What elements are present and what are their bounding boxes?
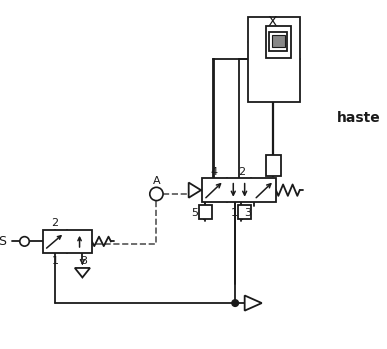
Text: 2: 2 xyxy=(238,167,245,177)
Polygon shape xyxy=(189,183,201,198)
Circle shape xyxy=(20,237,29,246)
Bar xyxy=(238,205,251,218)
Text: 1: 1 xyxy=(51,256,58,266)
Circle shape xyxy=(150,187,163,201)
Text: X: X xyxy=(267,15,277,29)
Bar xyxy=(269,32,288,51)
Bar xyxy=(272,36,284,47)
Bar xyxy=(265,26,291,58)
Bar xyxy=(265,155,281,176)
Bar xyxy=(43,230,92,253)
Text: S: S xyxy=(0,235,7,248)
Bar xyxy=(202,178,276,202)
Bar xyxy=(248,16,300,102)
Polygon shape xyxy=(75,268,90,277)
Circle shape xyxy=(232,300,238,306)
Text: 2: 2 xyxy=(51,218,58,228)
Polygon shape xyxy=(245,296,262,311)
Text: haste: haste xyxy=(337,111,380,125)
Bar xyxy=(199,205,212,218)
Text: 3: 3 xyxy=(80,256,87,266)
Text: 4: 4 xyxy=(211,167,218,177)
Text: 3: 3 xyxy=(244,208,251,218)
Text: 1: 1 xyxy=(231,208,238,218)
Text: A: A xyxy=(152,176,160,186)
Text: 5: 5 xyxy=(191,208,198,218)
